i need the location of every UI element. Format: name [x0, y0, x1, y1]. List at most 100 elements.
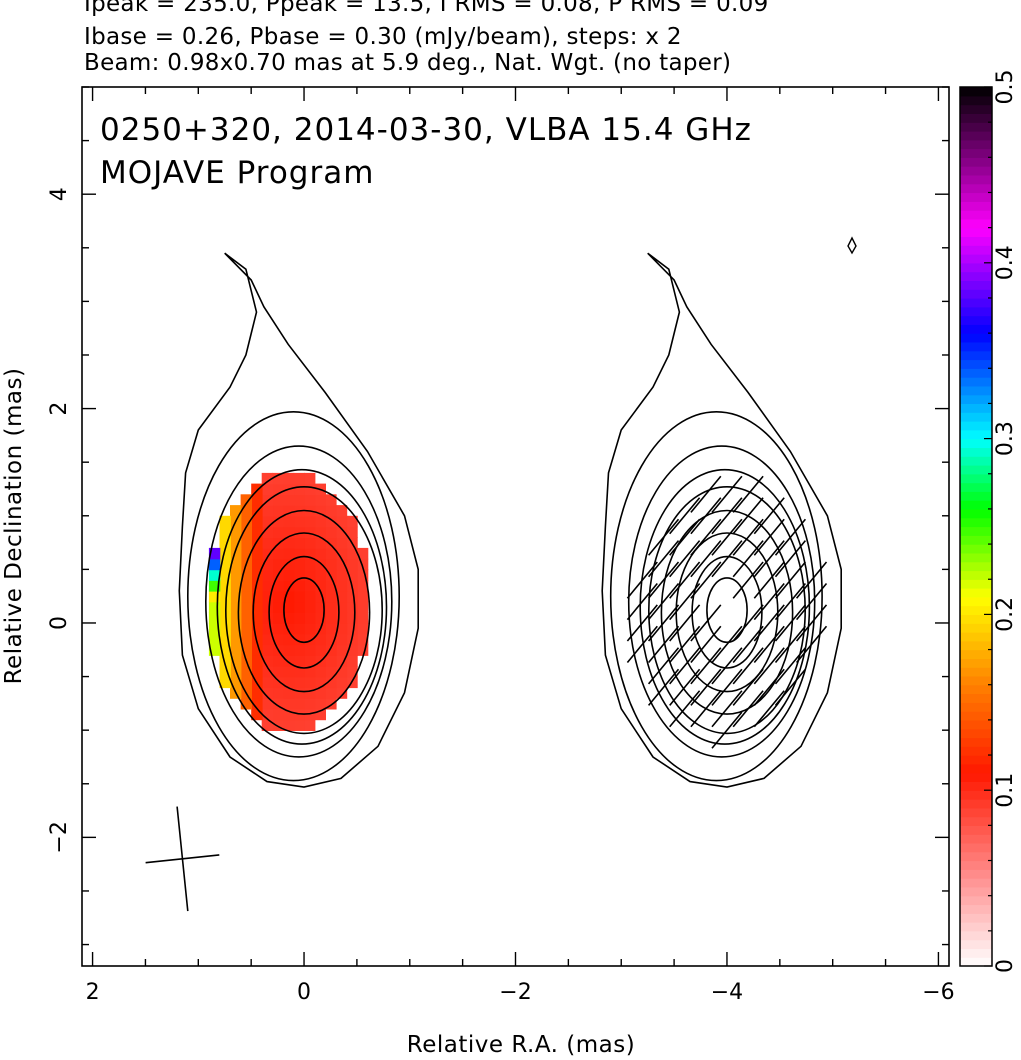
- pol-pixel: [282, 633, 295, 646]
- colorbar-segment: [960, 139, 992, 150]
- colorbar-segment: [960, 227, 992, 237]
- pol-pixel: [282, 526, 295, 538]
- pol-pixel: [356, 580, 369, 592]
- pol-pixel: [219, 590, 231, 603]
- pol-pixel: [261, 612, 274, 624]
- pol-pixel: [208, 590, 221, 603]
- pol-pixel: [282, 623, 295, 635]
- pol-pixel: [304, 644, 316, 656]
- colorbar-segment: [960, 508, 992, 519]
- pol-pixel: [335, 515, 348, 528]
- colorbar-segment: [960, 552, 992, 563]
- pol-pixel: [304, 719, 316, 731]
- evpa-tick: [690, 561, 722, 599]
- pol-pixel: [335, 569, 348, 581]
- x-tick-label: −6: [922, 980, 954, 1005]
- pol-pixel: [325, 558, 337, 571]
- colorbar-segment: [960, 860, 992, 870]
- evpa-tick: [711, 647, 743, 685]
- evpa-tick: [669, 582, 701, 621]
- colorbar-segment: [960, 359, 992, 369]
- evpa-tick: [711, 625, 743, 664]
- pol-pixel: [251, 698, 263, 710]
- colorbar-segment: [960, 878, 992, 888]
- pol-pixel: [335, 547, 348, 560]
- pol-pixel: [314, 505, 326, 517]
- pol-pixel: [282, 515, 295, 528]
- pol-pixel: [261, 558, 274, 571]
- pol-pixel: [293, 655, 305, 667]
- x-tick-label: 2: [86, 980, 100, 1005]
- colorbar-segment: [960, 719, 992, 730]
- pol-pixel: [261, 676, 274, 689]
- evpa-tick: [774, 604, 807, 642]
- colorbar-segment: [960, 570, 992, 580]
- pol-pixel: [219, 655, 231, 667]
- pol-pixel: [230, 623, 242, 635]
- pol-pixel: [272, 558, 284, 571]
- pol-pixel: [356, 569, 369, 581]
- evpa-tick: [690, 518, 722, 556]
- colorbar-segment: [960, 632, 992, 642]
- pol-pixel: [240, 601, 252, 613]
- colorbar-segment: [960, 280, 992, 290]
- pol-pixel: [335, 676, 348, 689]
- contour-level: [204, 445, 393, 758]
- pol-pixel: [304, 601, 316, 613]
- evpa-tick: [626, 625, 658, 664]
- pol-pixel: [304, 665, 316, 678]
- pol-pixel: [304, 687, 316, 699]
- pol-pixel: [325, 515, 337, 528]
- pol-pixel: [240, 569, 252, 581]
- chart-title: 0250+320, 2014-03-30, VLBA 15.4 GHz: [100, 112, 752, 148]
- pol-pixel: [272, 698, 284, 710]
- evpa-tick: [626, 561, 658, 599]
- pol-pixel: [314, 676, 326, 689]
- pol-pixel: [314, 687, 326, 699]
- pol-pixel: [304, 580, 316, 592]
- evpa-tick: [753, 625, 785, 664]
- pol-pixel: [325, 526, 337, 538]
- pol-pixel: [335, 558, 348, 571]
- evpa-tick: [626, 582, 658, 621]
- colorbar-segment: [960, 350, 992, 361]
- pol-pixel: [230, 547, 242, 560]
- pol-pixel: [251, 623, 263, 635]
- colorbar-segment: [960, 456, 992, 466]
- pol-pixel: [304, 655, 316, 667]
- pol-pixel: [251, 483, 263, 496]
- pol-pixel: [335, 633, 348, 646]
- pol-pixel: [356, 590, 369, 603]
- contour-level: [268, 555, 340, 669]
- pol-pixel: [261, 515, 274, 528]
- colorbar-segment: [960, 834, 992, 844]
- pol-pixel: [293, 601, 305, 613]
- pol-pixel: [356, 644, 369, 656]
- evpa-tick: [753, 668, 785, 706]
- evpa-tick: [732, 518, 764, 556]
- pol-pixel: [314, 580, 326, 592]
- colorbar-segment: [960, 869, 992, 879]
- pol-pixel: [272, 483, 284, 496]
- pol-pixel: [304, 590, 316, 603]
- evpa-tick: [690, 668, 722, 706]
- evpa-tick: [711, 497, 743, 535]
- pol-pixel: [272, 633, 284, 646]
- pol-pixel: [272, 623, 284, 635]
- evpa-tick: [753, 518, 785, 556]
- pol-pixel: [240, 612, 252, 624]
- colorbar-segment: [960, 588, 992, 598]
- evpa-tick: [774, 518, 807, 556]
- axis-ticks: [82, 86, 949, 966]
- pol-pixel: [208, 569, 221, 581]
- evpa-tick: [774, 540, 807, 578]
- colorbar-segment: [960, 183, 992, 194]
- pol-pixel: [272, 708, 284, 721]
- pol-pixel: [282, 665, 295, 678]
- pol-pixel: [304, 612, 316, 624]
- colorbar-segment: [960, 913, 992, 923]
- pol-pixel: [251, 515, 263, 528]
- pol-pixel: [356, 612, 369, 624]
- pol-pixel: [272, 655, 284, 667]
- colorbar-segment: [960, 403, 992, 413]
